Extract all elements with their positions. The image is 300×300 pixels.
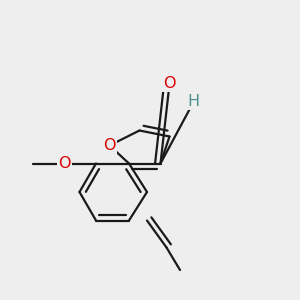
- Text: O: O: [103, 138, 116, 153]
- Text: O: O: [163, 76, 176, 92]
- Text: O: O: [58, 156, 71, 171]
- Text: H: H: [188, 94, 200, 110]
